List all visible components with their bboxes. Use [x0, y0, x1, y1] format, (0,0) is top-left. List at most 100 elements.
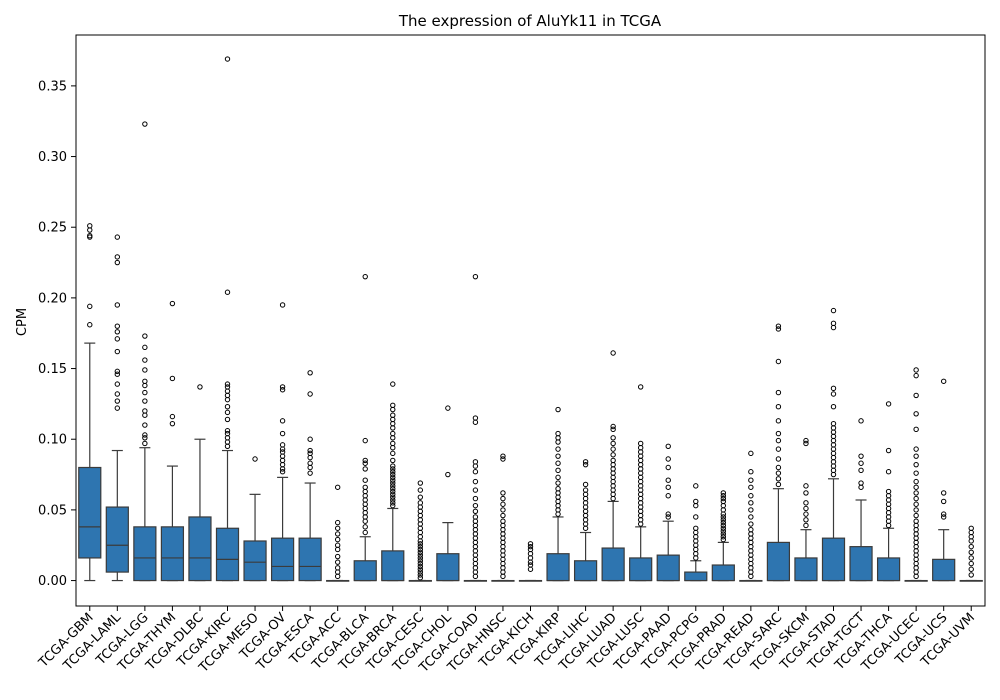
outlier-point: [334, 553, 341, 560]
outlier-point: [390, 480, 396, 486]
outlier-point: [582, 500, 589, 506]
box-group: [270, 302, 295, 582]
box-group: [932, 378, 956, 582]
box-group: [573, 459, 598, 582]
box-iqr: [656, 554, 680, 582]
outlier-point: [720, 507, 727, 513]
outlier-point: [472, 522, 479, 529]
outlier-point: [417, 543, 424, 550]
outlier-point: [968, 525, 974, 531]
outlier-point: [913, 490, 919, 496]
outlier-point: [913, 539, 919, 546]
outlier-point: [968, 549, 974, 555]
box-iqr: [629, 557, 653, 582]
box-iqr: [243, 540, 267, 582]
outlier-point: [362, 477, 368, 483]
outlier-point: [417, 552, 424, 558]
outlier-point: [417, 569, 424, 575]
outlier-point: [390, 450, 396, 457]
outlier-point: [913, 367, 919, 373]
outlier-point: [527, 546, 534, 553]
outlier-point: [472, 573, 479, 580]
outlier-point: [472, 569, 479, 575]
outlier-point: [390, 494, 396, 500]
outlier-point: [775, 464, 782, 471]
outlier-point: [637, 491, 644, 498]
outlier-point: [665, 464, 671, 471]
outlier-point: [555, 439, 561, 445]
outlier-point: [665, 511, 671, 517]
outlier-point: [637, 474, 644, 481]
outlier-point: [637, 466, 644, 472]
outlier-point: [390, 406, 396, 413]
outlier-point: [913, 512, 919, 519]
outlier-point: [555, 507, 561, 513]
outlier-point: [362, 460, 368, 466]
outlier-point: [968, 566, 974, 572]
outlier-point: [610, 491, 616, 498]
outlier-point: [940, 490, 947, 496]
outlier-point: [472, 565, 479, 571]
box-iqr: [684, 571, 708, 582]
outlier-point: [555, 502, 561, 509]
outlier-point: [693, 551, 699, 557]
outlier-point: [114, 302, 121, 308]
box-iqr: [215, 527, 240, 582]
outlier-point: [362, 484, 368, 490]
outlier-point: [307, 450, 313, 457]
outlier-point: [279, 466, 286, 472]
outlier-point: [637, 478, 644, 485]
outlier-point: [913, 446, 919, 452]
outlier-point: [913, 548, 919, 554]
outlier-point: [693, 498, 699, 505]
outlier-point: [445, 471, 451, 478]
outlier-point: [748, 500, 754, 506]
outlier-point: [775, 323, 782, 329]
box-group: [381, 381, 405, 582]
chart-title: The expression of AluYk11 in TCGA: [398, 12, 662, 30]
outlier-point: [390, 435, 396, 441]
outlier-point: [362, 466, 368, 472]
outlier-point: [665, 484, 671, 490]
box-group: [656, 443, 680, 582]
outlier-point: [913, 531, 919, 537]
outlier-point: [720, 536, 727, 543]
outlier-point: [87, 322, 93, 328]
outlier-point: [913, 518, 919, 524]
outlier-point: [748, 484, 754, 490]
box-iqr: [573, 560, 598, 582]
box-group: [711, 490, 735, 582]
outlier-point: [858, 480, 864, 486]
outlier-point: [224, 392, 231, 399]
outlier-point: [362, 437, 368, 444]
outlier-point: [803, 483, 809, 489]
outlier-point: [665, 493, 671, 499]
outlier-point: [582, 508, 589, 515]
outlier-point: [637, 453, 644, 459]
outlier-point: [307, 454, 313, 461]
y-tick-label: 0.20: [38, 291, 67, 306]
outlier-point: [748, 469, 754, 475]
outlier-point: [637, 512, 644, 519]
outlier-point: [913, 543, 919, 550]
outlier-point: [472, 556, 479, 563]
outlier-point: [527, 551, 534, 557]
outlier-point: [555, 453, 561, 459]
outlier-point: [913, 392, 919, 399]
outlier-point: [830, 425, 837, 431]
outlier-point: [472, 469, 479, 475]
outlier-point: [472, 459, 479, 465]
box-iqr: [711, 564, 735, 582]
outlier-point: [885, 447, 892, 454]
outlier-point: [417, 563, 424, 570]
outlier-point: [885, 497, 892, 503]
outlier-point: [500, 548, 506, 554]
outlier-point: [830, 450, 837, 457]
outlier-point: [527, 562, 534, 568]
outlier-point: [885, 510, 892, 516]
box-group: [794, 437, 818, 582]
outlier-point: [224, 409, 231, 416]
outlier-point: [775, 437, 782, 444]
outlier-point: [610, 483, 616, 489]
outlier-point: [803, 500, 809, 506]
